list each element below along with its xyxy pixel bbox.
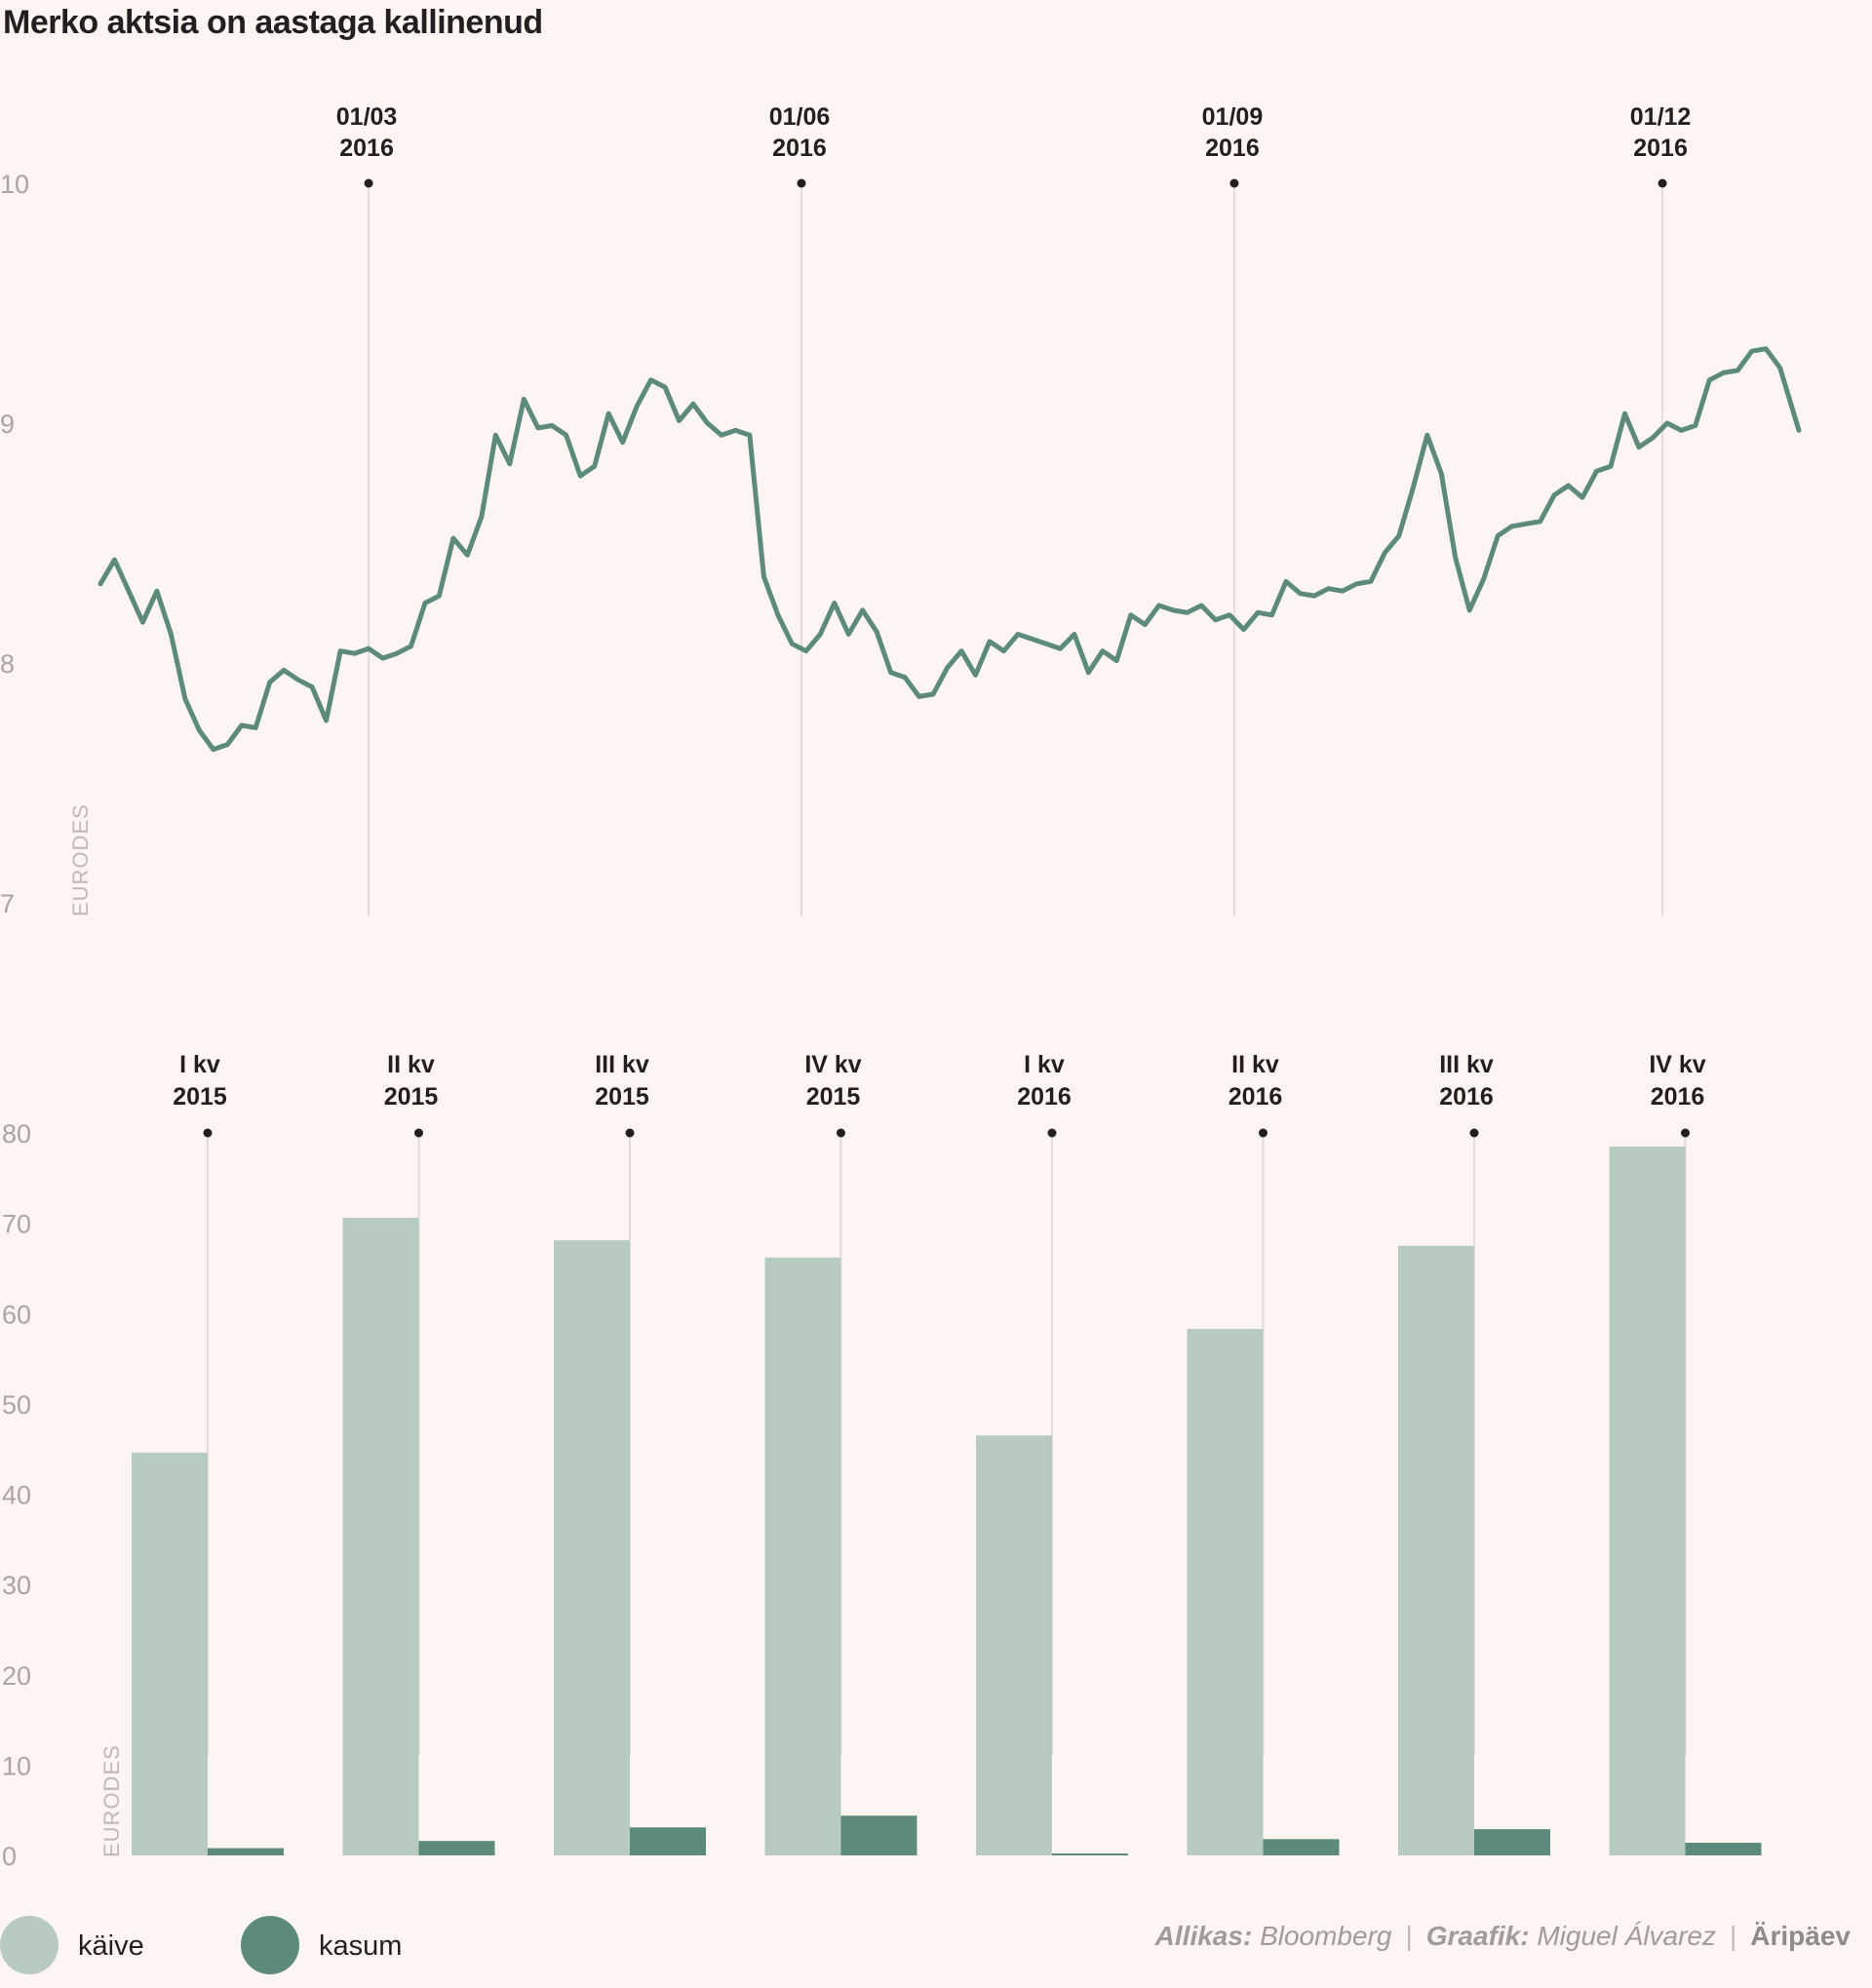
- legend: käive kasum: [0, 1916, 402, 1974]
- quarter-marker-dot: [414, 1128, 423, 1138]
- kasum-bar: [840, 1815, 917, 1855]
- quarter-marker-dot: [837, 1128, 845, 1138]
- y-tick-label: 9: [0, 409, 15, 439]
- line-chart: 10 9 8 7 EURODES 01/03 2016 01/06 2016 01/09 2016 0…: [0, 103, 1802, 918]
- legend-label: käive: [78, 1930, 144, 1962]
- publisher-logo: Äripäev: [1750, 1921, 1851, 1951]
- kasum-bar: [630, 1827, 706, 1855]
- bar-chart: 80 70 60 50 40 30 20 10 0 EURODES I kv 2015 II kv 201…: [2, 1051, 1762, 1871]
- date-marker-dot: [364, 178, 373, 188]
- kasum-bar: [1263, 1839, 1340, 1855]
- quarter-label: III kv: [1439, 1051, 1494, 1078]
- kasum-bar: [418, 1841, 495, 1855]
- kasum-bar: [1474, 1829, 1550, 1855]
- graphic-value: Miguel Álvarez: [1537, 1921, 1716, 1951]
- legend-swatch: [241, 1916, 299, 1974]
- quarter-marker-dot: [1681, 1128, 1690, 1138]
- kasum-bar: [1052, 1853, 1128, 1855]
- quarter-label: I kv: [1024, 1051, 1065, 1078]
- y-axis-label: EURODES: [68, 803, 93, 916]
- kaive-bar: [1398, 1245, 1474, 1855]
- date-marker-dot: [797, 178, 806, 188]
- quarter-label: IV kv: [804, 1051, 861, 1078]
- credits: Allikas: Bloomberg | Graafik: Miguel Álvar…: [1155, 1921, 1851, 1952]
- y-tick-label: 60: [2, 1300, 31, 1329]
- y-tick-label: 40: [2, 1481, 31, 1510]
- quarter-label-year: 2016: [1651, 1083, 1705, 1111]
- date-label-year: 2016: [1633, 135, 1688, 162]
- date-marker-dot: [1229, 178, 1239, 188]
- y-tick-label: 50: [2, 1390, 31, 1420]
- chart-title: Merko aktsia on aastaga kallinenud: [3, 4, 543, 41]
- y-tick-label: 7: [0, 889, 15, 918]
- date-label-year: 2016: [1205, 135, 1260, 162]
- quarter-marker-dot: [1047, 1128, 1057, 1138]
- y-tick-label: 0: [2, 1842, 17, 1871]
- quarter-label-year: 2016: [1439, 1083, 1494, 1111]
- separator: |: [1730, 1921, 1737, 1951]
- quarter-marker-dot: [1259, 1128, 1268, 1138]
- date-label: 01/06: [769, 103, 831, 131]
- date-label: 01/09: [1202, 103, 1264, 131]
- y-tick-label: 70: [2, 1210, 31, 1239]
- date-marker-dot: [1658, 178, 1667, 188]
- y-tick-label: 8: [0, 649, 15, 679]
- source-label: Allikas:: [1154, 1921, 1253, 1951]
- kaive-bar: [132, 1452, 208, 1855]
- date-label-year: 2016: [772, 135, 827, 162]
- quarter-label-year: 2015: [595, 1083, 649, 1111]
- y-tick-label: 30: [2, 1571, 31, 1600]
- quarter-label: II kv: [387, 1051, 435, 1078]
- y-tick-label: 80: [2, 1119, 31, 1149]
- date-label-year: 2016: [339, 135, 394, 162]
- kasum-bar: [1685, 1843, 1762, 1855]
- kaive-bar: [976, 1435, 1052, 1855]
- kasum-bar: [208, 1848, 284, 1855]
- y-tick-label: 10: [2, 1751, 31, 1780]
- quarter-marker-dot: [625, 1128, 635, 1138]
- kaive-bar: [342, 1218, 419, 1855]
- date-label: 01/03: [336, 103, 398, 131]
- quarter-marker-dot: [1469, 1128, 1479, 1138]
- quarter-label-year: 2015: [806, 1083, 861, 1111]
- quarter-label-year: 2015: [384, 1083, 439, 1111]
- quarter-label: IV kv: [1649, 1051, 1705, 1078]
- y-tick-label: 20: [2, 1661, 31, 1691]
- quarter-label-year: 2016: [1228, 1083, 1283, 1111]
- source-value: Bloomberg: [1260, 1921, 1392, 1951]
- quarter-marker-dot: [203, 1128, 213, 1138]
- kaive-bar: [554, 1240, 630, 1855]
- quarter-label-year: 2016: [1017, 1083, 1072, 1111]
- quarter-label: II kv: [1231, 1051, 1279, 1078]
- y-axis-label: EURODES: [99, 1744, 124, 1857]
- kaive-bar: [1187, 1328, 1264, 1855]
- kaive-bar: [1609, 1146, 1686, 1855]
- price-line: [98, 346, 1802, 753]
- separator: |: [1405, 1921, 1413, 1951]
- kaive-bar: [764, 1257, 841, 1855]
- quarter-label-year: 2015: [173, 1083, 227, 1111]
- quarter-label: I kv: [179, 1051, 220, 1078]
- date-label: 01/12: [1630, 103, 1692, 131]
- graphic-label: Graafik:: [1425, 1921, 1530, 1951]
- y-tick-label: 10: [0, 170, 29, 199]
- legend-swatch: [0, 1916, 58, 1974]
- quarter-label: III kv: [595, 1051, 649, 1078]
- legend-label: kasum: [319, 1930, 402, 1962]
